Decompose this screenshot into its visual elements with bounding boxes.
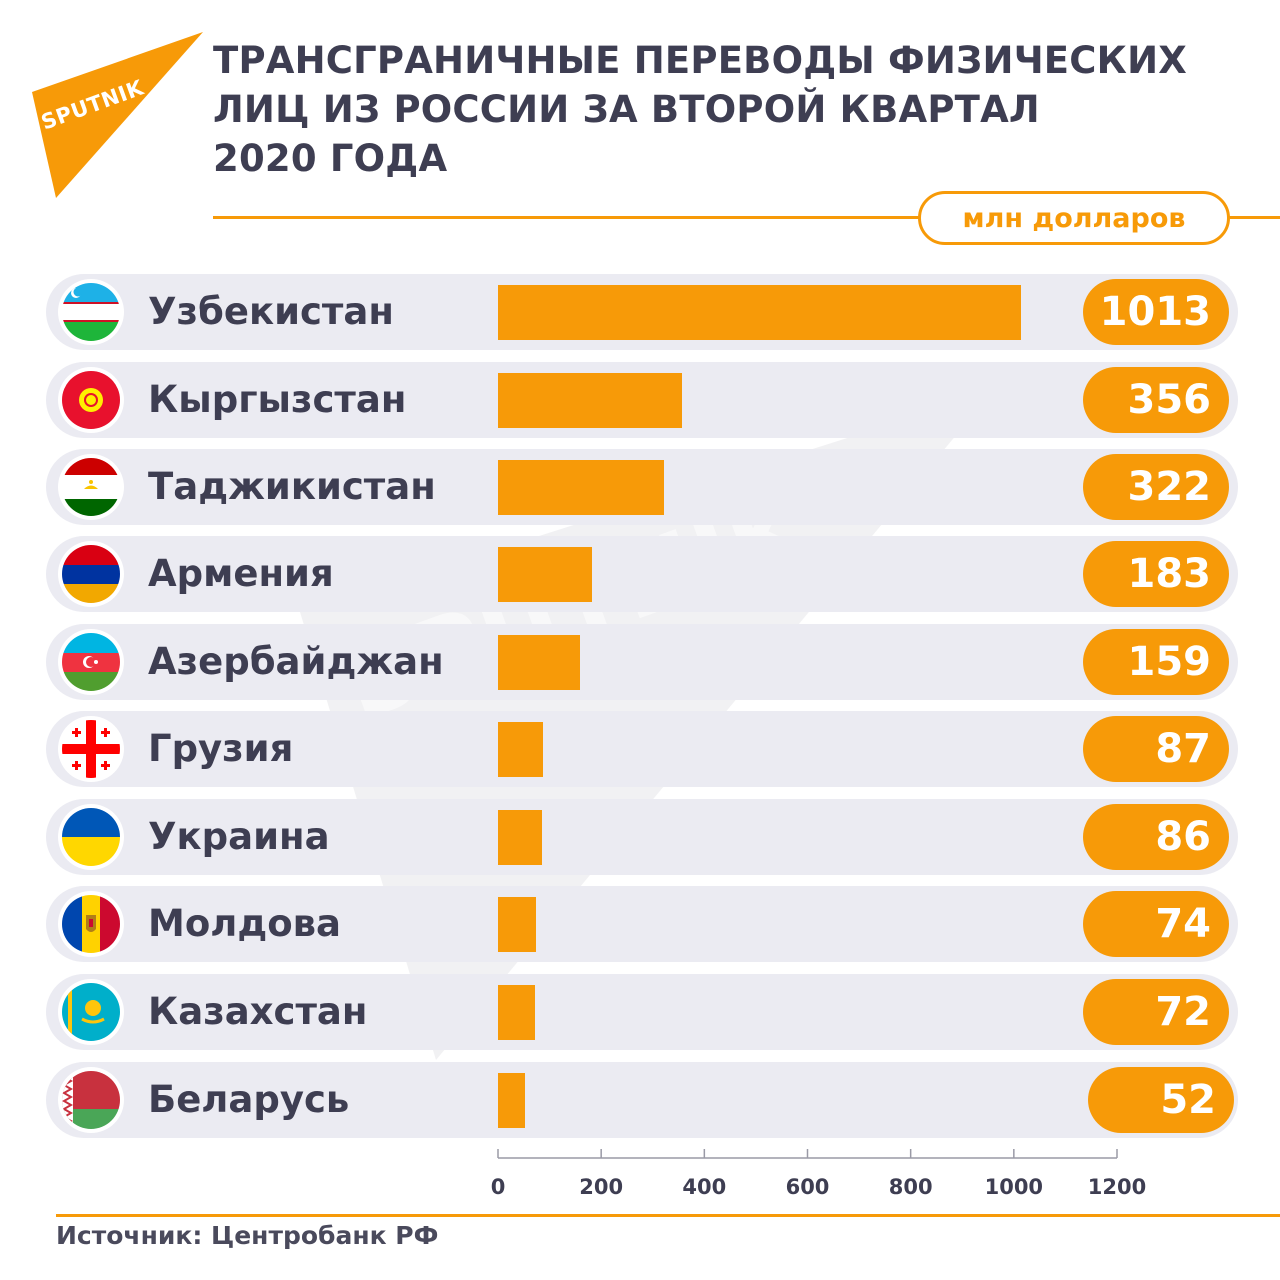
bar — [498, 897, 537, 952]
title-line-2: ЛИЦ ИЗ РОССИИ ЗА ВТОРОЙ КВАРТАЛ — [213, 88, 1040, 131]
ukraine-flag-icon — [62, 808, 120, 866]
page-title: ТРАНСГРАНИЧНЫЕ ПЕРЕВОДЫ ФИЗИЧЕСКИХ ЛИЦ И… — [213, 36, 1253, 183]
sputnik-logo: SPUTNIK — [22, 30, 212, 200]
value-label: 87 — [1083, 716, 1229, 782]
x-tick-label: 600 — [786, 1175, 830, 1199]
country-label: Молдова — [148, 902, 342, 945]
chart-row: Армения 183 — [46, 536, 1238, 612]
tajikistan-flag-icon — [62, 458, 120, 516]
kyrgyzstan-flag-icon — [62, 371, 120, 429]
chart-row: Таджикистан 322 — [46, 449, 1238, 525]
sputnik-logo-icon — [32, 32, 203, 198]
country-label: Азербайджан — [148, 640, 444, 683]
x-tick-label: 400 — [682, 1175, 726, 1199]
value-label: 1013 — [1083, 279, 1229, 345]
value-label: 52 — [1088, 1067, 1234, 1133]
moldova-flag-icon — [62, 895, 120, 953]
bar — [498, 547, 593, 602]
uzbekistan-flag-icon — [62, 283, 120, 341]
chart-row: Азербайджан 159 — [46, 624, 1238, 700]
x-tick-label: 0 — [491, 1175, 506, 1199]
unit-badge: млн долларов — [918, 191, 1230, 245]
x-tick-label: 1000 — [985, 1175, 1043, 1199]
value-label: 74 — [1083, 891, 1229, 957]
chart-row: Казахстан 72 — [46, 974, 1238, 1050]
chart-row: Молдова 74 — [46, 886, 1238, 962]
country-label: Беларусь — [148, 1078, 350, 1121]
belarus-flag-icon — [62, 1071, 120, 1129]
country-label: Таджикистан — [148, 465, 436, 508]
value-label: 183 — [1083, 541, 1229, 607]
bar — [498, 373, 682, 428]
armenia-flag-icon — [62, 545, 120, 603]
bar — [498, 985, 536, 1040]
country-label: Армения — [148, 552, 334, 595]
title-line-3: 2020 ГОДА — [213, 137, 448, 180]
footer-divider — [56, 1214, 1280, 1217]
value-label: 322 — [1083, 454, 1229, 520]
country-label: Грузия — [148, 727, 294, 770]
x-tick-label: 800 — [889, 1175, 933, 1199]
kazakhstan-flag-icon — [62, 983, 120, 1041]
chart-row: Украина 86 — [46, 799, 1238, 875]
country-label: Казахстан — [148, 990, 368, 1033]
bar — [498, 460, 665, 515]
chart-row: Кыргызстан 356 — [46, 362, 1238, 438]
value-label: 72 — [1083, 979, 1229, 1045]
source-note: Источник: Центробанк РФ — [56, 1221, 439, 1250]
value-label: 356 — [1083, 367, 1229, 433]
bar — [498, 810, 543, 865]
country-label: Узбекистан — [148, 290, 394, 333]
bar — [498, 722, 543, 777]
value-label: 159 — [1083, 629, 1229, 695]
country-label: Кыргызстан — [148, 378, 407, 421]
bar — [498, 1073, 525, 1128]
title-line-1: ТРАНСГРАНИЧНЫЕ ПЕРЕВОДЫ ФИЗИЧЕСКИХ — [213, 39, 1187, 82]
azerbaijan-flag-icon — [62, 633, 120, 691]
value-label: 86 — [1083, 804, 1229, 870]
chart-row: Узбекистан 1013 — [46, 274, 1238, 350]
country-label: Украина — [148, 815, 330, 858]
chart-row: Беларусь 52 — [46, 1062, 1238, 1138]
chart-row: Грузия 87 — [46, 711, 1238, 787]
x-tick-label: 200 — [579, 1175, 623, 1199]
bar — [498, 635, 581, 690]
x-tick-label: 1200 — [1088, 1175, 1146, 1199]
title-divider — [213, 216, 1280, 219]
georgia-flag-icon — [62, 720, 120, 778]
bar — [498, 285, 1021, 340]
